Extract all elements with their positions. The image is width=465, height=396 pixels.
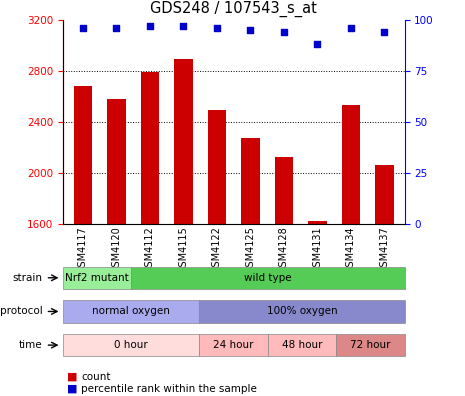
Point (79, 25, 86, 31)
Bar (107, 99, 126, 224)
Bar (375, 165, 394, 224)
Point (213, 25, 220, 31)
Bar (141, 72, 159, 224)
Bar (174, 59, 193, 224)
Point (179, 23, 187, 29)
Text: count: count (81, 372, 111, 382)
Bar (275, 158, 293, 224)
Text: ■: ■ (67, 384, 78, 394)
Text: percentile rank within the sample: percentile rank within the sample (81, 384, 257, 394)
Bar (342, 105, 360, 224)
Text: 0 hour: 0 hour (114, 340, 148, 350)
Point (146, 23, 153, 29)
Text: 72 hour: 72 hour (350, 340, 391, 350)
Point (113, 25, 120, 31)
Point (314, 41, 321, 48)
Point (347, 25, 355, 31)
Bar (308, 221, 326, 224)
Bar (73, 86, 92, 224)
Text: strain: strain (12, 273, 42, 283)
Bar (208, 110, 226, 224)
Text: 48 hour: 48 hour (282, 340, 322, 350)
Point (247, 27, 254, 33)
Bar (241, 138, 259, 224)
Text: ■: ■ (67, 372, 78, 382)
Text: Nrf2 mutant: Nrf2 mutant (65, 273, 129, 283)
Text: wild type: wild type (244, 273, 292, 283)
Text: 24 hour: 24 hour (213, 340, 254, 350)
Title: GDS248 / 107543_s_at: GDS248 / 107543_s_at (150, 1, 317, 17)
Point (381, 29, 388, 35)
Text: normal oxygen: normal oxygen (92, 307, 170, 316)
Text: 100% oxygen: 100% oxygen (267, 307, 337, 316)
Text: time: time (19, 340, 42, 350)
Text: protocol: protocol (0, 307, 42, 316)
Point (280, 29, 288, 35)
